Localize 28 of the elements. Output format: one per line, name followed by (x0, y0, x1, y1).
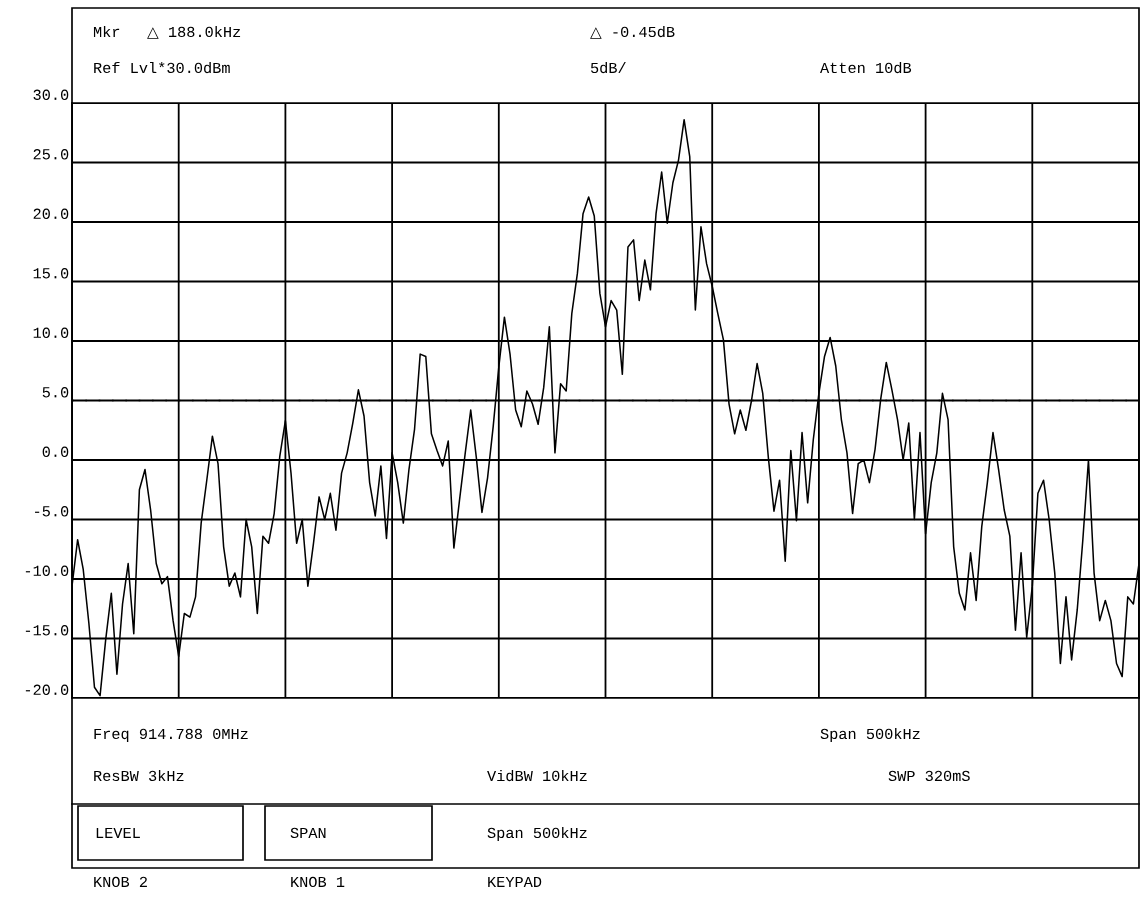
y-tick-label: 20.0 (33, 208, 69, 219)
y-tick-label: -15.0 (25, 625, 69, 636)
y-tick-label: 0.0 (42, 446, 69, 457)
text: △ -0.45dB (590, 25, 675, 39)
y-tick-label: 10.0 (33, 327, 69, 338)
text: Atten 10dB (820, 61, 912, 74)
text: SPAN (290, 827, 326, 839)
text: Ref Lvl*30.0dBm (94, 61, 230, 74)
text: KNOB 1 (291, 876, 345, 888)
text: Freq 914.788 0MHz (94, 728, 248, 743)
y-tick-label: -20.0 (25, 684, 69, 695)
y-tick-label: -5.0 (35, 506, 69, 517)
y-tick-label: 15.0 (33, 268, 69, 279)
text: 5dB/ (590, 61, 626, 74)
text: ResBW 3kHz (94, 769, 184, 782)
text: SWP 320mS (888, 770, 970, 782)
text: Span 500kHz (820, 727, 920, 743)
text: VidBW 10kHz (487, 769, 587, 782)
text: KNOB 2 (94, 876, 147, 888)
y-tick-label: -10.0 (25, 565, 69, 576)
y-tick-label: 25.0 (33, 149, 69, 160)
text: △ 188.0kHz (147, 25, 241, 39)
y-tick-label: 5.0 (42, 387, 69, 398)
y-tick-label: 30.0 (33, 89, 69, 100)
text: LEVEL (96, 827, 140, 838)
text: Mkr (93, 25, 120, 37)
text: Span 500kHz (487, 826, 587, 842)
text: KEYPAD (488, 876, 542, 887)
